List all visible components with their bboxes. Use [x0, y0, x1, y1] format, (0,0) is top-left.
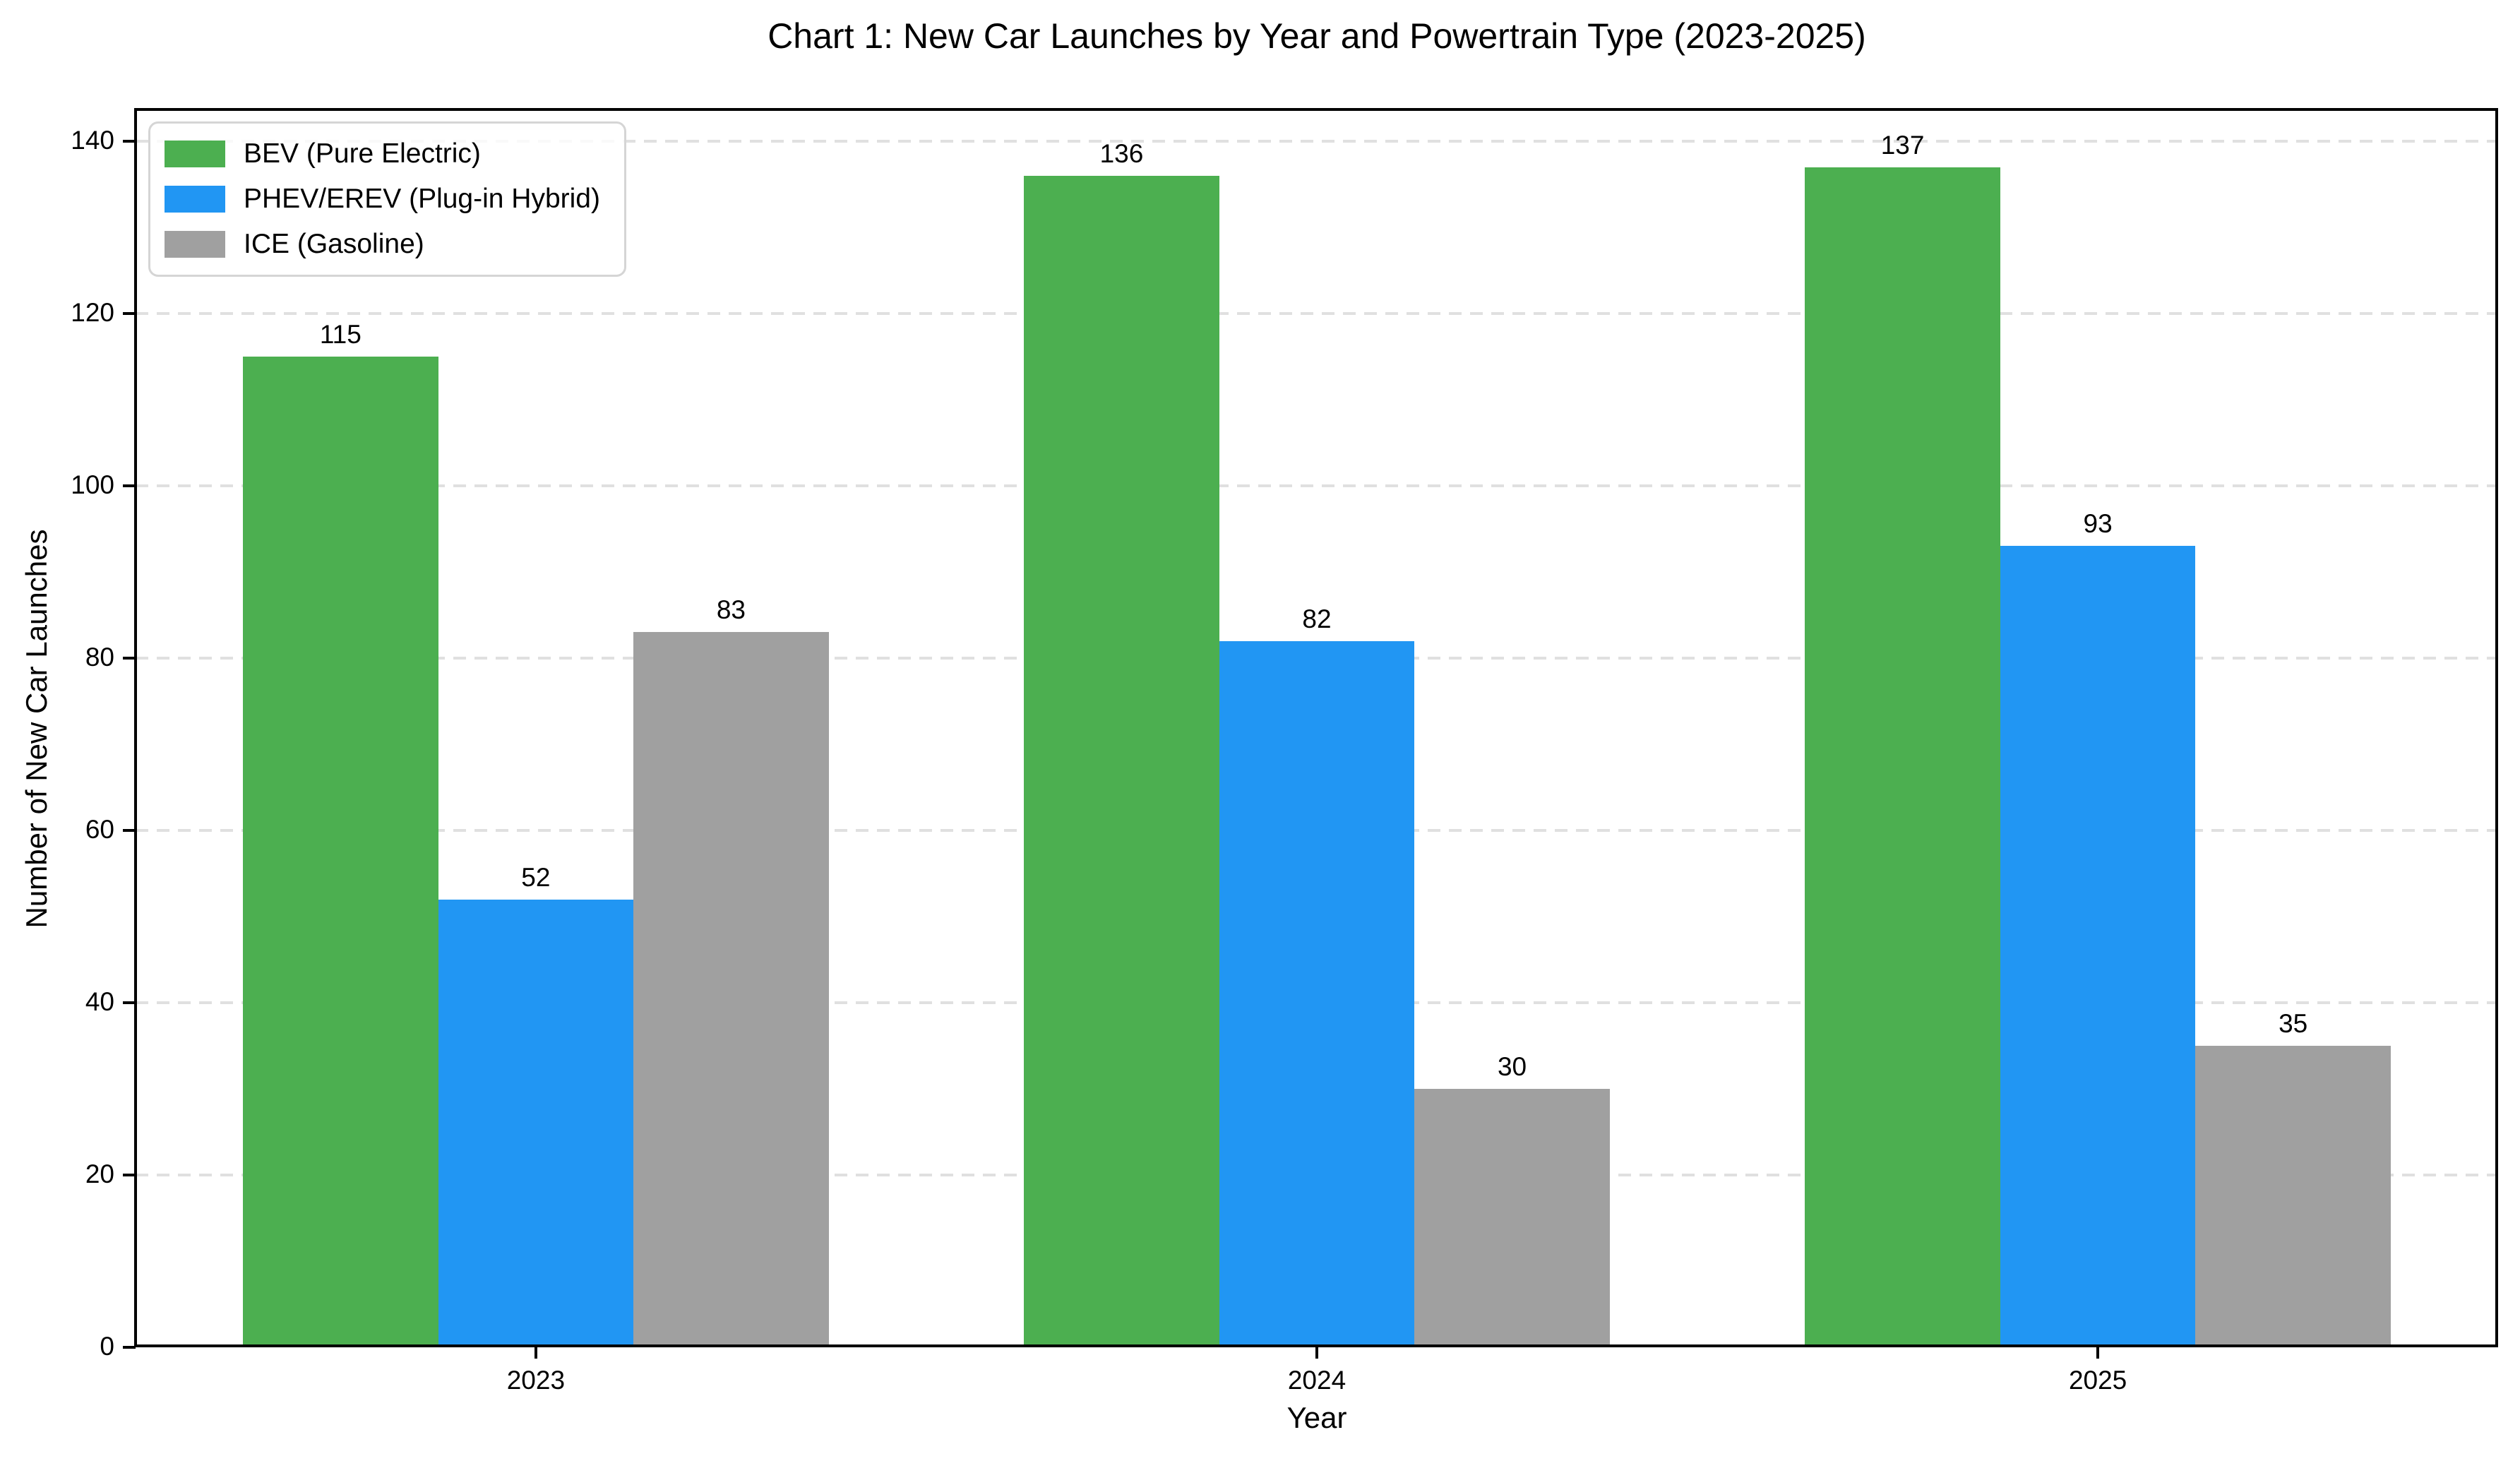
y-tick-mark — [123, 657, 136, 660]
y-tick-mark — [123, 1001, 136, 1005]
y-tick-mark — [123, 484, 136, 488]
y-tick-label: 80 — [85, 643, 114, 672]
legend-swatch-bev — [165, 141, 225, 167]
gridline — [136, 484, 2498, 488]
y-tick-label: 120 — [71, 298, 114, 328]
y-axis-label: Number of New Car Launches — [20, 529, 53, 929]
y-tick-mark — [123, 1174, 136, 1177]
y-tick-label: 140 — [71, 126, 114, 155]
y-tick-label: 60 — [85, 815, 114, 845]
legend-item: PHEV/EREV (Plug-in Hybrid) — [165, 183, 600, 215]
bar-value-label: 82 — [1302, 604, 1332, 633]
legend-item: ICE (Gasoline) — [165, 228, 600, 261]
gridline — [136, 312, 2498, 316]
gridline — [136, 140, 2498, 143]
x-tick-label: 2023 — [506, 1366, 566, 1395]
bar-ice-2023 — [633, 632, 829, 1347]
legend-item-label: PHEV/EREV (Plug-in Hybrid) — [244, 184, 600, 214]
bar-value-label: 83 — [716, 595, 746, 625]
x-tick-mark — [2096, 1347, 2100, 1359]
bar-ice-2025 — [2195, 1046, 2391, 1347]
bar-value-label: 35 — [2279, 1009, 2308, 1039]
bar-value-label: 52 — [521, 862, 551, 892]
y-tick-label: 20 — [85, 1159, 114, 1189]
x-tick-label: 2025 — [2068, 1366, 2127, 1395]
bar-value-label: 115 — [319, 320, 362, 350]
y-tick-mark — [123, 140, 136, 143]
chart-title: Chart 1: New Car Launches by Year and Po… — [768, 16, 1866, 56]
x-axis-label: Year — [1286, 1401, 1347, 1434]
bar-ice-2024 — [1414, 1089, 1610, 1347]
bar-phev-2025 — [2000, 546, 2196, 1347]
bar-value-label: 93 — [2083, 509, 2113, 539]
bar-phev-2024 — [1219, 640, 1415, 1347]
bar-bev-2024 — [1024, 175, 1219, 1347]
bar-bev-2025 — [1805, 167, 2000, 1347]
legend-swatch-ice — [165, 231, 225, 258]
legend-item: BEV (Pure Electric) — [165, 138, 600, 170]
y-tick-mark — [123, 312, 136, 316]
x-tick-mark — [534, 1347, 537, 1359]
y-tick-mark — [123, 1346, 136, 1349]
bar-value-label: 137 — [1880, 130, 1925, 160]
x-tick-mark — [1315, 1347, 1318, 1359]
bar-phev-2023 — [438, 899, 634, 1347]
y-tick-label: 100 — [71, 470, 114, 500]
legend-swatch-phev — [165, 186, 225, 213]
y-tick-mark — [123, 829, 136, 833]
y-tick-label: 0 — [100, 1332, 114, 1361]
legend: BEV (Pure Electric) PHEV/EREV (Plug-in Hy… — [148, 121, 626, 277]
legend-item-label: ICE (Gasoline) — [244, 229, 424, 259]
y-tick-label: 40 — [85, 987, 114, 1017]
x-tick-label: 2024 — [1287, 1366, 1346, 1395]
legend-item-label: BEV (Pure Electric) — [244, 138, 481, 169]
bar-bev-2023 — [243, 357, 438, 1347]
bar-value-label: 30 — [1497, 1052, 1527, 1082]
bar-value-label: 136 — [1099, 138, 1144, 168]
